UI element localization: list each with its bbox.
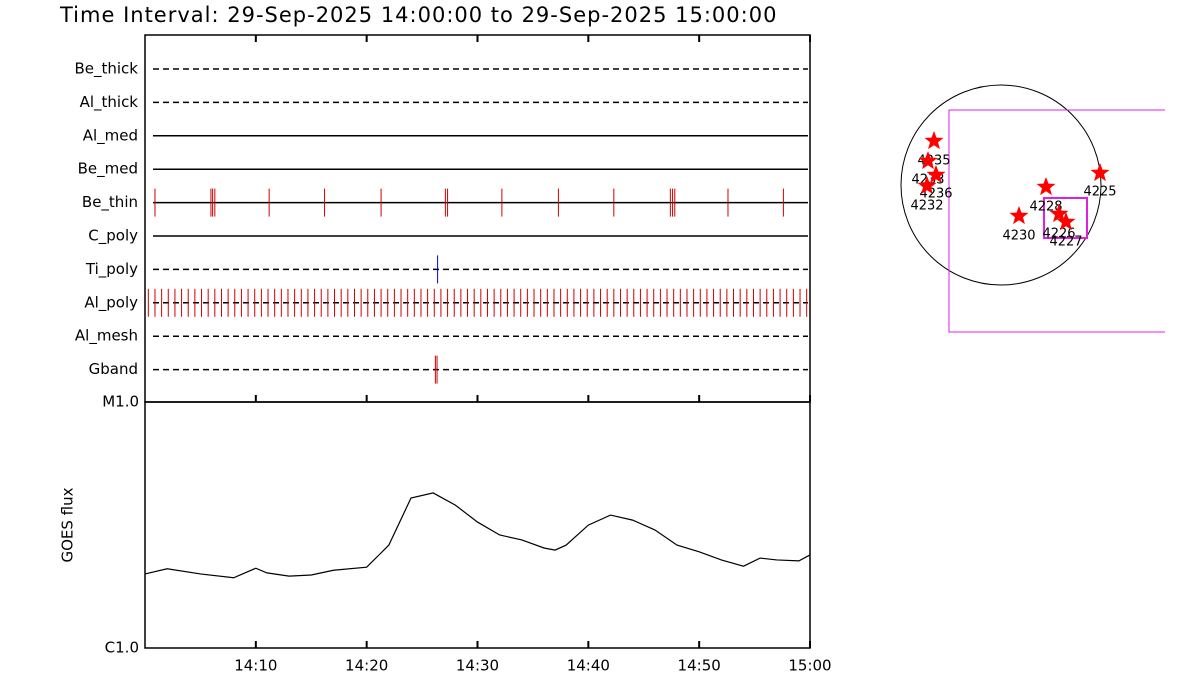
- channel-label: Al_med: [83, 126, 138, 145]
- x-tick-label: 14:50: [678, 657, 721, 675]
- region-label: 4232: [910, 199, 943, 214]
- x-tick-label: 14:30: [456, 657, 499, 675]
- region-star: [924, 131, 944, 150]
- x-tick-label: 14:40: [567, 657, 610, 675]
- channel-label: Al_poly: [84, 293, 138, 312]
- pointing-box: [1043, 197, 1088, 239]
- region-label: 4230: [1002, 229, 1035, 244]
- channel-label: C_poly: [88, 227, 138, 246]
- region-label: 4225: [1083, 185, 1116, 200]
- goes-panel: [144, 401, 811, 649]
- region-star: [926, 165, 946, 184]
- region-star: [1036, 177, 1056, 196]
- y-axis-label: GOES flux: [59, 487, 77, 562]
- y-tick-label: C1.0: [105, 639, 139, 657]
- region-star: [918, 151, 938, 170]
- channel-label: Gband: [89, 360, 138, 378]
- y-tick-label: M1.0: [102, 393, 139, 411]
- channel-label: Be_med: [78, 160, 138, 179]
- channel-label: Al_thick: [80, 93, 139, 112]
- region-label: 4227: [1049, 235, 1082, 250]
- x-tick-label: 15:00: [788, 657, 831, 675]
- region-star: [1009, 206, 1029, 225]
- channel-label: Be_thick: [74, 60, 138, 79]
- x-tick-label: 14:20: [345, 657, 388, 675]
- channel-label: Al_mesh: [75, 327, 138, 346]
- channel-label: Be_thin: [82, 193, 138, 212]
- solar-disk: [900, 84, 1102, 286]
- region-label: 4226: [1042, 227, 1075, 242]
- region-star: [917, 176, 937, 195]
- region-star: [1049, 204, 1069, 223]
- channel-label: Ti_poly: [85, 260, 138, 279]
- event-panel: [144, 34, 811, 403]
- goes-curve: [144, 492, 811, 579]
- x-tick-label: 14:10: [234, 657, 277, 675]
- field-of-view: [948, 109, 1165, 333]
- region-star: [1056, 212, 1076, 231]
- title: Time Interval: 29-Sep-2025 14:00:00 to 2…: [59, 3, 777, 27]
- region-star: [1090, 163, 1110, 182]
